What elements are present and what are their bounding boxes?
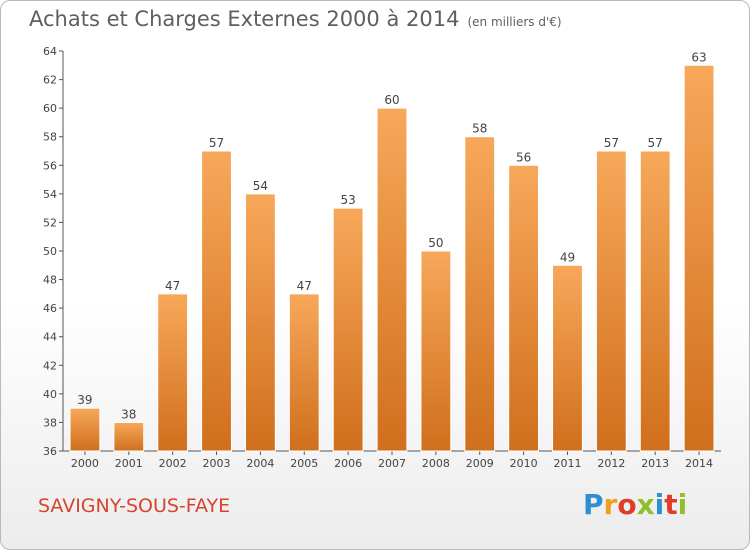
bar-2013	[639, 150, 671, 452]
bar-2007	[376, 107, 408, 452]
bar-2006	[332, 207, 364, 452]
data-label-2002: 47	[165, 279, 180, 293]
logo-letter: r	[603, 488, 618, 521]
chart-title: Achats et Charges Externes 2000 à 2014 (e…	[29, 7, 562, 31]
data-label-2008: 50	[428, 236, 443, 250]
y-tick-label: 52	[43, 216, 57, 229]
y-tick-label: 56	[43, 159, 57, 172]
logo-letter: i	[654, 488, 665, 521]
y-tick-label: 50	[43, 245, 57, 258]
bar-2000	[69, 407, 101, 452]
x-tick-label: 2010	[510, 457, 538, 470]
chart-bars	[69, 64, 715, 452]
data-label-2014: 63	[691, 50, 706, 64]
data-label-2009: 58	[472, 122, 487, 136]
x-tick-label: 2005	[290, 457, 318, 470]
bar-2004	[244, 193, 276, 452]
data-label-2013: 57	[648, 136, 663, 150]
x-tick-label: 2012	[597, 457, 625, 470]
x-tick-label: 2001	[115, 457, 143, 470]
data-label-2005: 47	[297, 279, 312, 293]
x-tick-label: 2009	[466, 457, 494, 470]
logo-letter: P	[583, 488, 604, 521]
bar-2009	[464, 136, 496, 452]
x-tick-label: 2008	[422, 457, 450, 470]
x-tick-label: 2014	[685, 457, 713, 470]
x-tick-label: 2004	[246, 457, 274, 470]
bar-2005	[288, 293, 320, 452]
y-tick-label: 64	[43, 45, 57, 58]
x-tick-label: 2011	[553, 457, 581, 470]
data-label-2006: 53	[340, 193, 355, 207]
data-label-2001: 38	[121, 407, 136, 421]
bar-2002	[157, 293, 189, 452]
logo-letter: x	[636, 488, 655, 521]
bar-2010	[508, 164, 540, 452]
proxiti-logo: Proxiti	[583, 488, 687, 521]
data-label-2011: 49	[560, 250, 575, 264]
data-label-2003: 57	[209, 136, 224, 150]
x-tick-label: 2006	[334, 457, 362, 470]
bar-2001	[113, 421, 145, 452]
bar-2008	[420, 250, 452, 452]
bar-2014	[683, 64, 715, 452]
y-tick-label: 42	[43, 359, 57, 372]
y-tick-label: 36	[43, 445, 57, 458]
x-tick-label: 2000	[71, 457, 99, 470]
y-tick-label: 58	[43, 131, 57, 144]
y-tick-label: 62	[43, 74, 57, 87]
y-tick-label: 46	[43, 302, 57, 315]
x-tick-label: 2003	[203, 457, 231, 470]
data-label-2004: 54	[253, 179, 268, 193]
bar-2003	[201, 150, 232, 452]
y-tick-label: 40	[43, 388, 57, 401]
data-label-2012: 57	[604, 136, 619, 150]
y-tick-label: 48	[43, 274, 57, 287]
chart-title-text: Achats et Charges Externes 2000 à 2014	[29, 7, 460, 31]
logo-letter: i	[677, 488, 688, 521]
chart-axes: 36 38 40 42 44 46 48 50 52 54 56 58 60 62 64 2000 2001 20…	[43, 45, 721, 470]
y-tick-label: 44	[43, 331, 57, 344]
x-tick-label: 2007	[378, 457, 406, 470]
logo-letter: t	[664, 488, 678, 521]
x-tick-label: 2013	[641, 457, 669, 470]
logo-letter: o	[617, 488, 637, 521]
chart-subtitle: (en milliers d'€)	[467, 15, 562, 29]
bar-2011	[552, 264, 583, 452]
data-label-2007: 60	[384, 93, 399, 107]
data-label-2010: 56	[516, 150, 531, 164]
bar-2012	[595, 150, 627, 452]
y-tick-label: 54	[43, 188, 57, 201]
commune-name: SAVIGNY-SOUS-FAYE	[38, 495, 231, 517]
data-label-2000: 39	[77, 393, 92, 407]
chart-data-labels: 39 38 47 57 54 47 53 60 50 58 56 49 57 57 63	[77, 50, 706, 421]
y-tick-label: 38	[43, 416, 57, 429]
y-tick-label: 60	[43, 102, 57, 115]
x-tick-label: 2002	[159, 457, 187, 470]
